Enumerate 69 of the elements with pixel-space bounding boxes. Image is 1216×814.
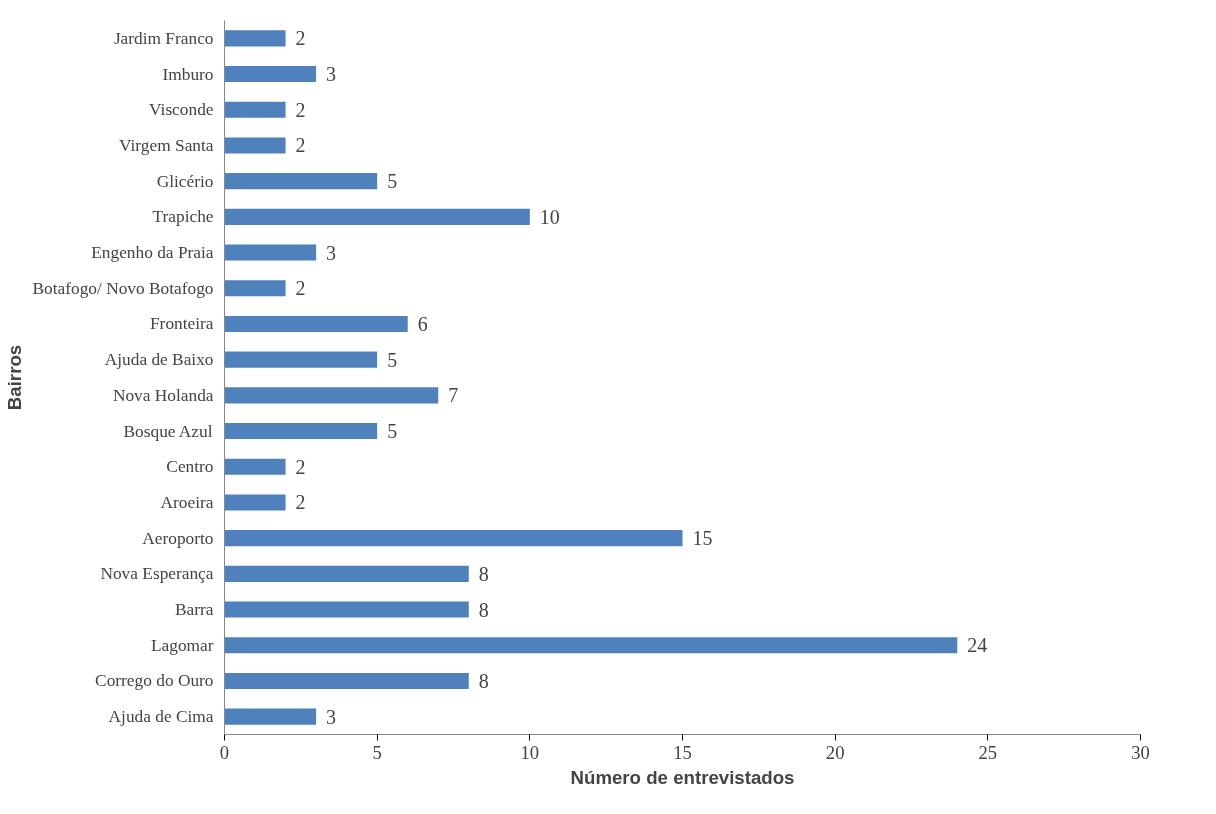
data-label: 2: [295, 98, 306, 121]
y-tick-label: Aroeira: [160, 492, 214, 512]
x-tick-label: 0: [219, 741, 230, 763]
bar: [224, 637, 958, 654]
data-label: 8: [478, 562, 489, 585]
data-label: 15: [692, 527, 713, 550]
y-tick-label: Corrego do Ouro: [95, 671, 214, 691]
x-tick-label: 15: [673, 741, 692, 763]
data-label: 5: [387, 170, 398, 193]
y-tick-label: Nova Holanda: [112, 385, 214, 405]
data-label: 24: [967, 634, 988, 657]
y-axis-title: Bairros: [3, 344, 25, 411]
x-tick-label: 20: [825, 741, 845, 763]
y-tick-label: Aeroporto: [142, 528, 214, 548]
bar: [224, 708, 317, 725]
data-label: 7: [448, 384, 459, 407]
x-tick-label: 10: [520, 741, 540, 763]
data-label: 10: [539, 205, 560, 228]
bar: [224, 672, 469, 689]
y-tick-label: Fronteira: [149, 314, 214, 334]
bar: [224, 494, 286, 511]
data-label: 2: [295, 277, 306, 300]
data-label: 3: [326, 63, 337, 86]
bar: [224, 458, 286, 475]
bar: [224, 30, 286, 47]
bar: [224, 387, 439, 404]
bar: [224, 315, 408, 332]
bar: [224, 244, 317, 261]
data-label: 5: [387, 348, 398, 371]
y-tick-label: Barra: [175, 600, 214, 620]
x-tick-label: 25: [978, 741, 998, 763]
data-label: 2: [295, 27, 306, 50]
bar: [224, 601, 469, 618]
data-label: 2: [295, 134, 306, 157]
y-tick-label: Glicério: [156, 171, 214, 191]
y-tick-label: Jardim Franco: [113, 28, 214, 48]
y-tick-label: Botafogo/ Novo Botafogo: [32, 278, 214, 298]
data-label: 2: [295, 491, 306, 514]
y-tick-label: Visconde: [149, 100, 214, 120]
y-tick-label: Centro: [166, 457, 214, 477]
bar: [224, 66, 317, 83]
y-tick-label: Nova Esperança: [100, 564, 214, 584]
y-tick-label: Engenho da Praia: [91, 243, 214, 263]
bar: [224, 351, 378, 368]
bar: [224, 423, 378, 440]
bar: [224, 101, 286, 118]
data-label: 2: [295, 455, 306, 478]
data-label: 3: [326, 241, 337, 264]
y-tick-label: Ajuda de Baixo: [104, 350, 214, 370]
y-tick-label: Virgem Santa: [119, 135, 214, 155]
bar: [224, 280, 286, 297]
y-tick-label: Bosque Azul: [123, 421, 213, 441]
x-axis-title: Número de entrevistados: [570, 766, 795, 788]
x-tick-label: 30: [1131, 741, 1150, 763]
bar: [224, 565, 469, 582]
data-label: 8: [478, 598, 489, 621]
data-label: 6: [417, 312, 428, 335]
data-label: 8: [478, 669, 489, 692]
bar: [224, 173, 378, 190]
data-label: 3: [326, 705, 337, 728]
data-label: 5: [387, 420, 398, 443]
y-tick-label: Ajuda de Cima: [108, 707, 214, 727]
y-tick-label: Lagomar: [150, 635, 214, 655]
y-tick-label: Trapiche: [152, 207, 214, 227]
bar: [224, 137, 286, 154]
y-tick-label: Imburo: [162, 64, 214, 84]
x-tick-label: 5: [372, 741, 382, 763]
bar: [224, 530, 683, 547]
bar: [224, 208, 530, 225]
